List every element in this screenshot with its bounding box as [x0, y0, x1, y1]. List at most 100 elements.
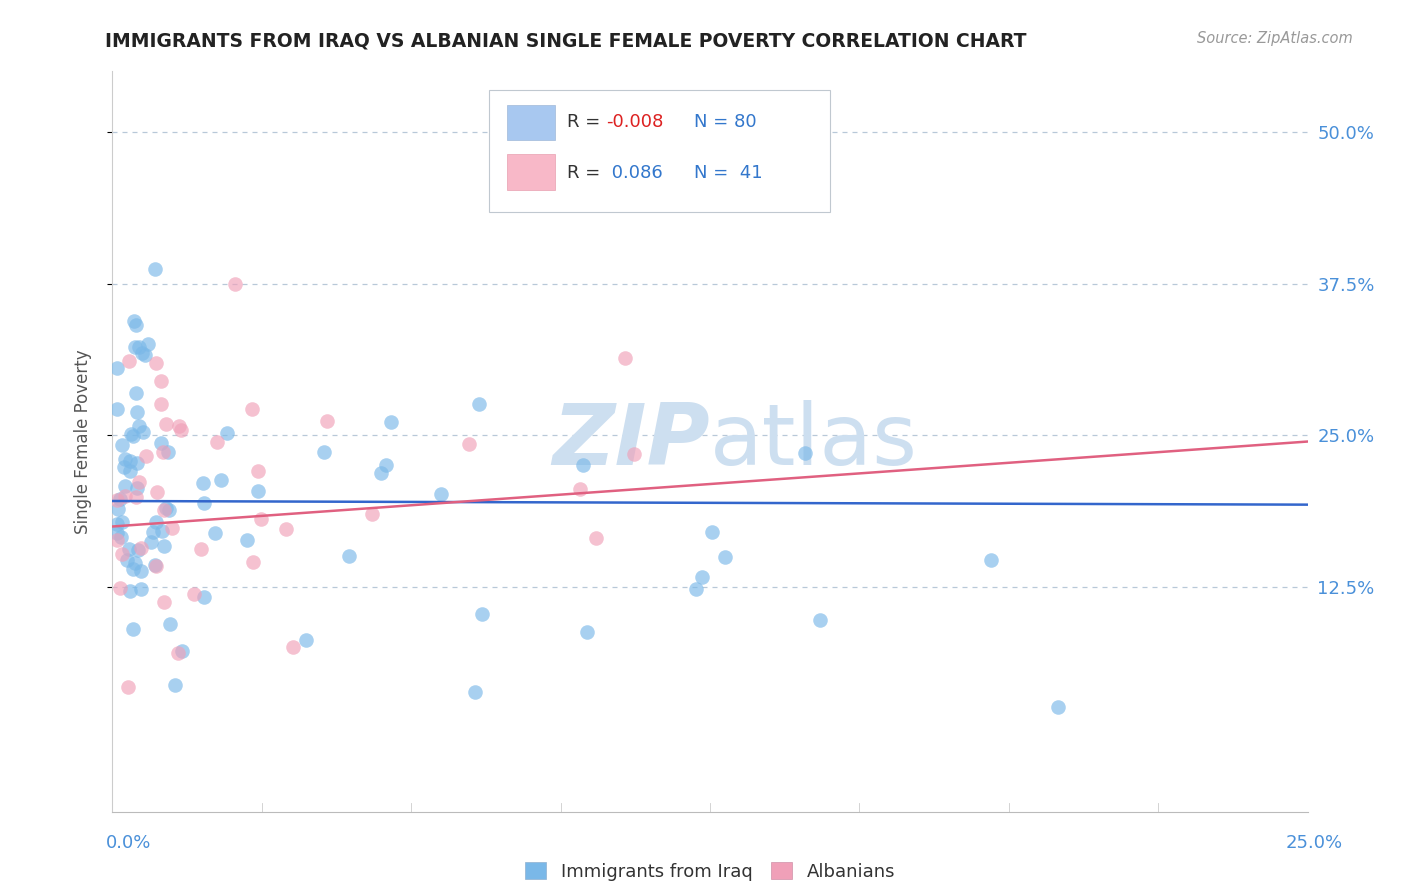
Immigrants from Iraq [124, 318, 146, 332]
Immigrants from Iraq [129, 564, 152, 578]
Text: N =  41: N = 41 [695, 164, 763, 182]
Immigrants from Iraq [129, 582, 152, 596]
Immigrants from Iraq [125, 481, 148, 495]
Immigrants from Iraq [122, 429, 145, 443]
Immigrants from Iraq [127, 543, 149, 558]
Text: 25.0%: 25.0% [1285, 834, 1343, 852]
FancyBboxPatch shape [508, 104, 554, 140]
Albanians [118, 354, 141, 368]
Albanians [149, 374, 172, 388]
Immigrants from Iraq [143, 261, 166, 276]
Immigrants from Iraq [114, 478, 136, 492]
Immigrants from Iraq [429, 487, 451, 501]
Immigrants from Iraq [118, 541, 141, 556]
Albanians [613, 351, 636, 365]
Text: IMMIGRANTS FROM IRAQ VS ALBANIAN SINGLE FEMALE POVERTY CORRELATION CHART: IMMIGRANTS FROM IRAQ VS ALBANIAN SINGLE … [105, 31, 1026, 50]
Immigrants from Iraq [128, 340, 150, 354]
Immigrants from Iraq [236, 533, 259, 547]
Immigrants from Iraq [150, 524, 173, 538]
Immigrants from Iraq [114, 460, 136, 475]
Immigrants from Iraq [124, 556, 146, 570]
Immigrants from Iraq [128, 419, 150, 434]
Albanians [155, 417, 177, 431]
Albanians [281, 640, 304, 655]
Albanians [274, 522, 297, 536]
Immigrants from Iraq [111, 438, 134, 452]
Immigrants from Iraq [127, 456, 149, 470]
Albanians [167, 418, 190, 433]
Text: ZIP: ZIP [553, 400, 710, 483]
Immigrants from Iraq [793, 446, 815, 460]
Immigrants from Iraq [700, 525, 723, 540]
Albanians [117, 680, 139, 694]
Immigrants from Iraq [132, 425, 155, 439]
Immigrants from Iraq [118, 454, 141, 468]
Immigrants from Iraq [1047, 699, 1070, 714]
Albanians [457, 437, 479, 451]
Text: R =: R = [567, 164, 606, 182]
Albanians [170, 423, 193, 437]
Immigrants from Iraq [150, 436, 173, 450]
Text: Source: ZipAtlas.com: Source: ZipAtlas.com [1197, 31, 1353, 46]
Albanians [568, 483, 591, 497]
Y-axis label: Single Female Poverty: Single Female Poverty [73, 350, 91, 533]
Immigrants from Iraq [217, 425, 239, 440]
Immigrants from Iraq [134, 348, 156, 362]
Immigrants from Iraq [120, 427, 142, 442]
Albanians [149, 397, 172, 411]
Immigrants from Iraq [685, 582, 707, 596]
Immigrants from Iraq [105, 360, 128, 375]
FancyBboxPatch shape [508, 154, 554, 190]
Albanians [250, 512, 273, 526]
Albanians [152, 503, 174, 517]
Immigrants from Iraq [170, 644, 193, 658]
Immigrants from Iraq [294, 633, 316, 648]
Immigrants from Iraq [153, 539, 176, 553]
Immigrants from Iraq [159, 616, 181, 631]
Immigrants from Iraq [191, 476, 214, 491]
Albanians [124, 490, 146, 504]
Immigrants from Iraq [107, 502, 129, 516]
Immigrants from Iraq [337, 549, 360, 564]
Immigrants from Iraq [375, 458, 398, 473]
Immigrants from Iraq [714, 550, 737, 565]
Immigrants from Iraq [157, 444, 180, 458]
Albanians [114, 489, 136, 503]
Immigrants from Iraq [124, 340, 146, 354]
Albanians [108, 581, 131, 595]
Immigrants from Iraq [120, 464, 142, 478]
Immigrants from Iraq [468, 396, 491, 410]
Text: 0.086: 0.086 [606, 164, 662, 182]
Immigrants from Iraq [139, 535, 162, 549]
Albanians [585, 532, 607, 546]
Text: R =: R = [567, 113, 606, 131]
Immigrants from Iraq [131, 346, 153, 360]
Text: 0.0%: 0.0% [105, 834, 150, 852]
Immigrants from Iraq [136, 337, 159, 351]
Albanians [623, 447, 645, 461]
Immigrants from Iraq [121, 622, 143, 636]
Immigrants from Iraq [122, 561, 145, 575]
Immigrants from Iraq [111, 515, 134, 529]
Immigrants from Iraq [247, 483, 270, 498]
Immigrants from Iraq [145, 515, 167, 529]
Albanians [153, 594, 176, 608]
Immigrants from Iraq [122, 314, 145, 328]
Albanians [145, 356, 167, 370]
Albanians [160, 521, 183, 535]
Albanians [207, 435, 229, 450]
Albanians [152, 445, 174, 459]
Albanians [111, 547, 134, 561]
Albanians [105, 492, 128, 507]
Text: -0.008: -0.008 [606, 113, 664, 131]
Text: atlas: atlas [710, 400, 918, 483]
Immigrants from Iraq [114, 451, 136, 466]
Albanians [135, 450, 157, 464]
Albanians [166, 646, 188, 660]
Albanians [105, 533, 128, 548]
Albanians [242, 556, 264, 570]
Albanians [246, 465, 269, 479]
Albanians [145, 558, 167, 573]
Albanians [360, 508, 382, 522]
Immigrants from Iraq [575, 624, 598, 639]
